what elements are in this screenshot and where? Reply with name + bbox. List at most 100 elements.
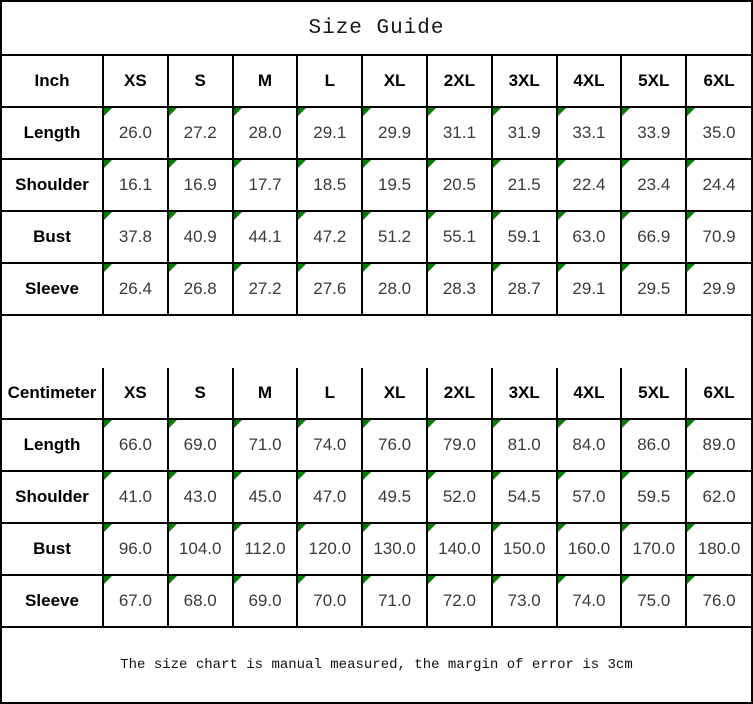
- measurement-value-cell: 76.0: [361, 418, 428, 472]
- measurement-row: Length 66.0 69.0 71.0 74.0 76.0 79.0 81.0 84.0 86…: [2, 418, 751, 472]
- corner-triangle-icon: [493, 161, 501, 168]
- measurement-value-cell: 89.0: [685, 418, 751, 472]
- corner-triangle-icon: [169, 421, 177, 428]
- size-column-header: 2XL: [425, 368, 493, 420]
- measurement-value-cell: 35.0: [685, 106, 751, 160]
- corner-triangle-icon: [169, 577, 177, 584]
- size-column-header: L: [296, 368, 364, 420]
- measurement-value-cell: 69.0: [231, 574, 299, 628]
- measurement-value-cell: 73.0: [490, 574, 558, 628]
- corner-triangle-icon: [428, 421, 436, 428]
- corner-triangle-icon: [364, 421, 372, 428]
- measurement-value-cell: 19.5: [361, 158, 428, 212]
- corner-triangle-icon: [493, 265, 501, 272]
- size-column-header: M: [231, 56, 299, 108]
- corner-triangle-icon: [299, 161, 307, 168]
- corner-triangle-icon: [623, 265, 631, 272]
- corner-triangle-icon: [299, 265, 307, 272]
- corner-triangle-icon: [104, 213, 112, 220]
- corner-triangle-icon: [234, 473, 242, 480]
- measurement-value-cell: 27.2: [231, 262, 299, 316]
- measurement-value-cell: 120.0: [296, 522, 364, 576]
- measurement-value-cell: 33.9: [620, 106, 688, 160]
- corner-triangle-icon: [558, 525, 566, 532]
- measurement-value-cell: 41.0: [102, 470, 169, 524]
- measurement-value-cell: 20.5: [425, 158, 493, 212]
- measurement-value-cell: 23.4: [620, 158, 688, 212]
- measurement-value-cell: 67.0: [102, 574, 169, 628]
- measurement-value-cell: 70.9: [685, 210, 751, 264]
- size-column-header: S: [166, 56, 234, 108]
- measurement-label-cell: Shoulder: [2, 158, 104, 212]
- measurement-value-cell: 29.1: [296, 106, 364, 160]
- measurement-value-cell: 45.0: [231, 470, 299, 524]
- measurement-value-cell: 16.9: [166, 158, 234, 212]
- measurement-value-cell: 68.0: [166, 574, 234, 628]
- corner-triangle-icon: [234, 161, 242, 168]
- corner-triangle-icon: [623, 473, 631, 480]
- measurement-value-cell: 37.8: [102, 210, 169, 264]
- measurement-row: Shoulder 16.1 16.9 17.7 18.5 19.5 20.5 21.5 22.4…: [2, 158, 751, 212]
- measurement-value-cell: 140.0: [425, 522, 493, 576]
- corner-triangle-icon: [234, 577, 242, 584]
- corner-triangle-icon: [299, 421, 307, 428]
- measurement-value-cell: 28.0: [231, 106, 299, 160]
- measurement-value-cell: 33.1: [555, 106, 623, 160]
- corner-triangle-icon: [364, 109, 372, 116]
- corner-triangle-icon: [364, 577, 372, 584]
- measurement-value-cell: 66.0: [102, 418, 169, 472]
- measurement-value-cell: 47.0: [296, 470, 364, 524]
- corner-triangle-icon: [104, 473, 112, 480]
- size-column-header: 6XL: [685, 56, 751, 108]
- corner-triangle-icon: [558, 577, 566, 584]
- measurement-value-cell: 31.1: [425, 106, 493, 160]
- corner-triangle-icon: [364, 525, 372, 532]
- measurement-value-cell: 28.3: [425, 262, 493, 316]
- measurement-value-cell: 26.8: [166, 262, 234, 316]
- corner-triangle-icon: [493, 577, 501, 584]
- measurement-value-cell: 52.0: [425, 470, 493, 524]
- measurement-value-cell: 104.0: [166, 522, 234, 576]
- measurement-value-cell: 59.1: [490, 210, 558, 264]
- corner-triangle-icon: [688, 109, 696, 116]
- measurement-value-cell: 55.1: [425, 210, 493, 264]
- corner-triangle-icon: [688, 213, 696, 220]
- measurement-value-cell: 44.1: [231, 210, 299, 264]
- corner-triangle-icon: [623, 421, 631, 428]
- measurement-label-cell: Bust: [2, 522, 104, 576]
- measurement-value-cell: 57.0: [555, 470, 623, 524]
- corner-triangle-icon: [688, 421, 696, 428]
- measurement-value-cell: 27.6: [296, 262, 364, 316]
- size-header-row: Centimeter XS S M L XL 2XL 3XL 4XL 5XL 6XL: [2, 368, 751, 420]
- corner-triangle-icon: [428, 213, 436, 220]
- size-column-header: 4XL: [555, 56, 623, 108]
- corner-triangle-icon: [623, 577, 631, 584]
- corner-triangle-icon: [299, 577, 307, 584]
- measurement-value-cell: 49.5: [361, 470, 428, 524]
- centimeter-size-table: Centimeter XS S M L XL 2XL 3XL 4XL 5XL 6XL Length 66…: [2, 368, 751, 628]
- measurement-value-cell: 81.0: [490, 418, 558, 472]
- corner-triangle-icon: [169, 473, 177, 480]
- measurement-value-cell: 170.0: [620, 522, 688, 576]
- size-column-header: 3XL: [490, 368, 558, 420]
- measurement-value-cell: 22.4: [555, 158, 623, 212]
- corner-triangle-icon: [558, 161, 566, 168]
- corner-triangle-icon: [428, 577, 436, 584]
- inch-size-table: Inch XS S M L XL 2XL 3XL 4XL 5XL 6XL Length 26.0 27.2…: [2, 56, 751, 316]
- corner-triangle-icon: [688, 525, 696, 532]
- corner-triangle-icon: [234, 421, 242, 428]
- size-column-header: 4XL: [555, 368, 623, 420]
- measurement-value-cell: 24.4: [685, 158, 751, 212]
- measurement-value-cell: 130.0: [361, 522, 428, 576]
- size-column-header: XS: [102, 368, 169, 420]
- corner-triangle-icon: [688, 473, 696, 480]
- size-column-header: 2XL: [425, 56, 493, 108]
- measurement-value-cell: 16.1: [102, 158, 169, 212]
- measurement-value-cell: 76.0: [685, 574, 751, 628]
- size-column-header: M: [231, 368, 299, 420]
- measurement-value-cell: 96.0: [102, 522, 169, 576]
- corner-triangle-icon: [169, 161, 177, 168]
- corner-triangle-icon: [104, 161, 112, 168]
- size-column-header: S: [166, 368, 234, 420]
